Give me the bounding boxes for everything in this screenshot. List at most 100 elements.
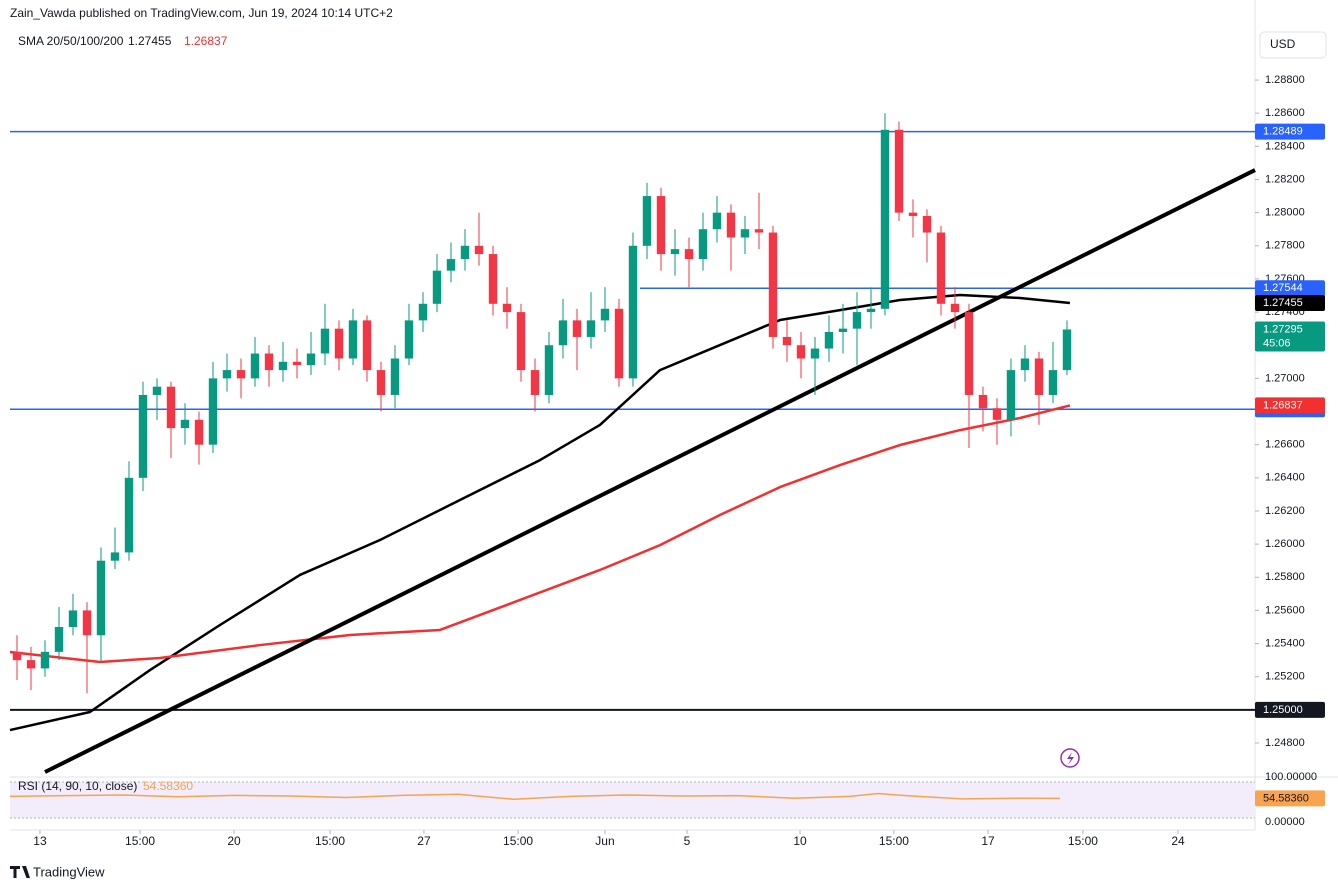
x-tick-label: 15:00 (125, 834, 155, 848)
candle-body (838, 328, 848, 332)
x-tick-label: 15:00 (879, 834, 909, 848)
candle-body (726, 212, 736, 238)
x-tick-label: 24 (1171, 834, 1185, 848)
sma-legend-value: 1.26837 (184, 34, 228, 48)
candle-body (740, 229, 750, 238)
y-tick-label: 1.28000 (1265, 207, 1305, 219)
candle-body (964, 312, 974, 395)
last-price-tag: 1.27295 (1263, 323, 1303, 335)
alert-bolt (1067, 752, 1074, 765)
candle-body (992, 408, 1002, 420)
candle-body (852, 312, 862, 329)
x-tick-label: 15:00 (315, 834, 345, 848)
level-tag-bg (1255, 123, 1325, 140)
candle-body (68, 610, 78, 627)
y-tick-label: 1.27800 (1265, 240, 1305, 252)
level-tag-bg (1255, 701, 1325, 718)
candle-body (194, 419, 204, 445)
candle-body (558, 320, 568, 346)
candle-body (236, 370, 246, 379)
x-tick-label: 27 (417, 834, 431, 848)
candle-body (26, 660, 36, 669)
candle-body (12, 651, 22, 661)
candle-body (880, 129, 890, 309)
candle-body (1062, 329, 1072, 371)
y-tick-label: 1.26000 (1265, 538, 1305, 550)
level-tag: 1.25000 (1263, 704, 1303, 716)
sma-tag-bg (1255, 294, 1325, 311)
rsi-tag: 54.58360 (1263, 792, 1309, 804)
x-tick-label: 15:00 (503, 834, 533, 848)
candle-body (334, 328, 344, 359)
indicator-label: SMA 20/50/100/200 (18, 34, 124, 48)
rsi-label: RSI (14, 90, 10, close) (18, 779, 137, 793)
sma-tag: 1.26837 (1263, 399, 1303, 411)
candle-body (82, 610, 92, 636)
sma-tag: 1.27455 (1263, 297, 1303, 309)
candle-body (656, 196, 666, 255)
currency-button[interactable] (1259, 31, 1327, 59)
y-tick-label: 1.27000 (1265, 372, 1305, 384)
candle-body (754, 229, 764, 233)
candle-body (180, 419, 190, 429)
y-tick-label: 1.25800 (1265, 571, 1305, 583)
candle-body (782, 336, 792, 346)
candle-body (96, 560, 106, 636)
alert-icon[interactable] (1060, 748, 1080, 768)
sma-line (9, 404, 1071, 664)
candle-body (978, 394, 988, 409)
y-tick-label: 1.28800 (1265, 74, 1305, 86)
brand: TradingView (33, 864, 105, 879)
candle-body (684, 249, 694, 260)
currency[interactable]: USD (1270, 37, 1296, 51)
candle-body (320, 328, 330, 354)
candle-body (222, 370, 232, 379)
candle-body (810, 348, 820, 359)
candle-body (390, 358, 400, 395)
candle-body (712, 212, 722, 230)
candle-body (264, 353, 274, 371)
candle-body (936, 232, 946, 304)
candle-body (950, 303, 960, 313)
candle-body (768, 232, 778, 337)
candle-body (894, 129, 904, 213)
candle-body (54, 626, 64, 652)
y-tick-label: 1.28200 (1265, 173, 1305, 185)
rsi-tag-bg (1255, 790, 1325, 807)
y-tick-label: 1.25200 (1265, 671, 1305, 683)
y-tick-label: 1.26200 (1265, 505, 1305, 517)
x-tick-label: 10 (793, 834, 807, 848)
countdown: 45:06 (1263, 337, 1291, 349)
rsi-value: 54.58360 (143, 779, 193, 793)
candle-body (922, 215, 932, 233)
candle-body (544, 345, 554, 395)
candle-body (1006, 370, 1016, 420)
candle-body (530, 370, 540, 395)
trendline (44, 168, 1256, 774)
x-tick-label: 15:00 (1068, 834, 1098, 848)
brand-logo (10, 866, 30, 878)
candle-body (516, 312, 526, 371)
level-tag: 1.28489 (1263, 126, 1303, 138)
candle-body (432, 270, 442, 304)
candle-body (628, 245, 638, 379)
candle-body (292, 361, 302, 366)
rsi-line (9, 792, 1060, 801)
candle-body (166, 386, 176, 429)
candle-body (572, 320, 582, 337)
x-tick-label: 17 (981, 834, 995, 848)
candle-body (600, 308, 610, 321)
candle-body (418, 303, 428, 321)
candle-body (908, 212, 918, 216)
candle-body (376, 370, 386, 395)
candle-body (152, 386, 162, 395)
candle-body (278, 361, 288, 371)
x-tick-label: 13 (33, 834, 47, 848)
candle-body (124, 477, 134, 553)
y-tick-label: 1.26400 (1265, 472, 1305, 484)
candle-body (824, 331, 834, 349)
candle-body (1034, 358, 1044, 395)
candle-body (670, 249, 680, 255)
candle-body (474, 245, 484, 255)
